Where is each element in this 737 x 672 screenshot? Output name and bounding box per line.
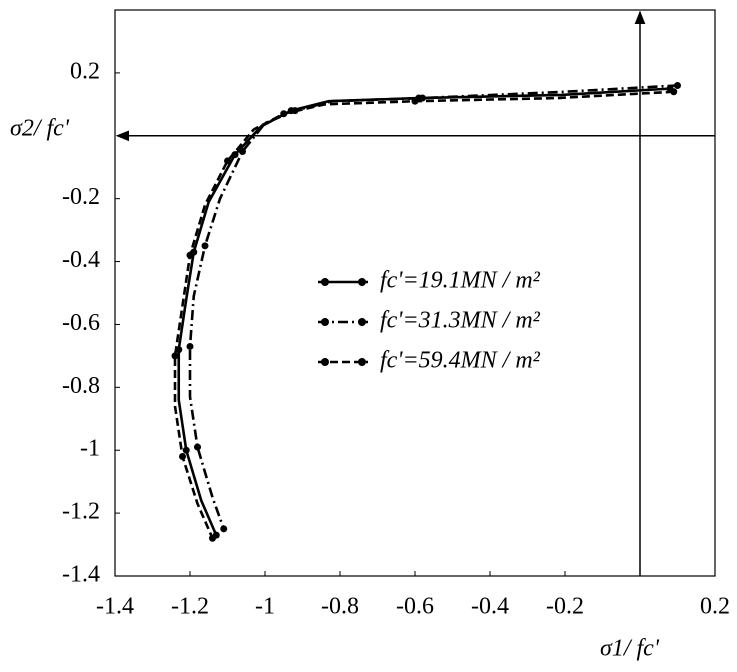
x-axis-label: σ1/ fc' bbox=[600, 636, 660, 662]
series-marker bbox=[412, 98, 419, 105]
y-tick-label: -0.8 bbox=[62, 373, 100, 399]
legend-marker bbox=[358, 358, 366, 366]
x-tick-label: -0.2 bbox=[546, 594, 584, 620]
y-tick-label: 0.2 bbox=[70, 58, 100, 84]
x-tick-label: -0.8 bbox=[321, 594, 359, 620]
x-tick-label: 0.2 bbox=[700, 594, 730, 620]
series-marker bbox=[239, 148, 246, 155]
y-tick-label: -0.2 bbox=[62, 184, 100, 210]
series-marker bbox=[183, 447, 190, 454]
legend-marker bbox=[358, 278, 366, 286]
series-marker bbox=[202, 242, 209, 249]
y-tick-label: -1.2 bbox=[62, 499, 100, 525]
legend-label: fc'=19.1MN / m² bbox=[380, 268, 541, 294]
series-marker bbox=[187, 343, 194, 350]
legend-marker bbox=[321, 318, 329, 326]
legend-label: fc'=59.4MN / m² bbox=[380, 348, 541, 374]
series-marker bbox=[224, 157, 231, 164]
y-axis-label: σ2/ fc' bbox=[10, 116, 70, 142]
x-tick-label: -1.2 bbox=[171, 594, 209, 620]
legend-marker bbox=[321, 358, 329, 366]
y-tick-label: -1 bbox=[80, 436, 100, 462]
x-tick-label: -1.4 bbox=[96, 594, 134, 620]
legend-marker bbox=[321, 278, 329, 286]
y-tick-label: -0.4 bbox=[62, 247, 100, 273]
legend-label: fc'=31.3MN / m² bbox=[380, 308, 541, 334]
series-marker bbox=[674, 82, 681, 89]
series-marker bbox=[172, 352, 179, 359]
x-tick-label: -1 bbox=[255, 594, 275, 620]
series-marker bbox=[209, 535, 216, 542]
x-tick-label: -0.6 bbox=[396, 594, 434, 620]
series-marker bbox=[179, 453, 186, 460]
chart: σ2/ fc' σ1/ fc' 0.2 -0.2 -0.4 -0.6 -0.8 -1 -1.… bbox=[0, 0, 737, 667]
series-marker bbox=[187, 252, 194, 259]
series-marker bbox=[670, 88, 677, 95]
series-marker bbox=[194, 444, 201, 451]
y-tick-label: -1.4 bbox=[62, 562, 100, 588]
series-marker bbox=[280, 110, 287, 117]
legend-marker bbox=[358, 318, 366, 326]
x-tick-label: -0.4 bbox=[471, 594, 509, 620]
series-marker bbox=[220, 525, 227, 532]
y-tick-label: -0.6 bbox=[62, 310, 100, 336]
